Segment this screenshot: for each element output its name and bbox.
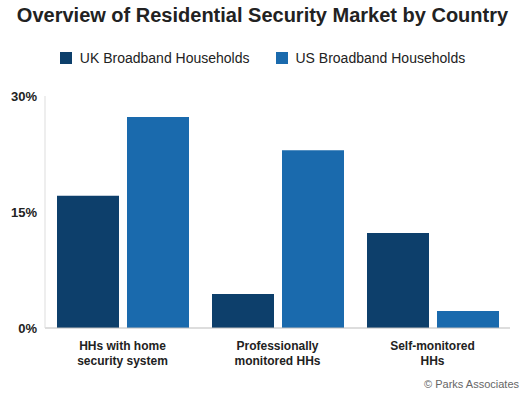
svg-text:Self-monitored: Self-monitored: [390, 339, 475, 353]
svg-text:Professionally: Professionally: [236, 339, 318, 353]
html-text:Overview of Residential Securi: Overview of Residential Security Market …: [16, 4, 509, 26]
svg-text:HHs: HHs: [420, 354, 444, 368]
svg-text:monitored HHs: monitored HHs: [234, 354, 320, 368]
html-text:US Broadband Households: US Broadband Households: [295, 50, 466, 66]
html-text:© Parks Associates: © Parks Associates: [424, 378, 519, 390]
svg-text:security system: security system: [77, 354, 168, 368]
svg-text:0%: 0%: [18, 321, 37, 336]
svg-text:15%: 15%: [11, 205, 37, 220]
svg-text:HHs with home: HHs with home: [79, 339, 166, 353]
html-text:UK Broadband Households: UK Broadband Households: [79, 50, 250, 66]
svg-text:30%: 30%: [11, 89, 37, 104]
